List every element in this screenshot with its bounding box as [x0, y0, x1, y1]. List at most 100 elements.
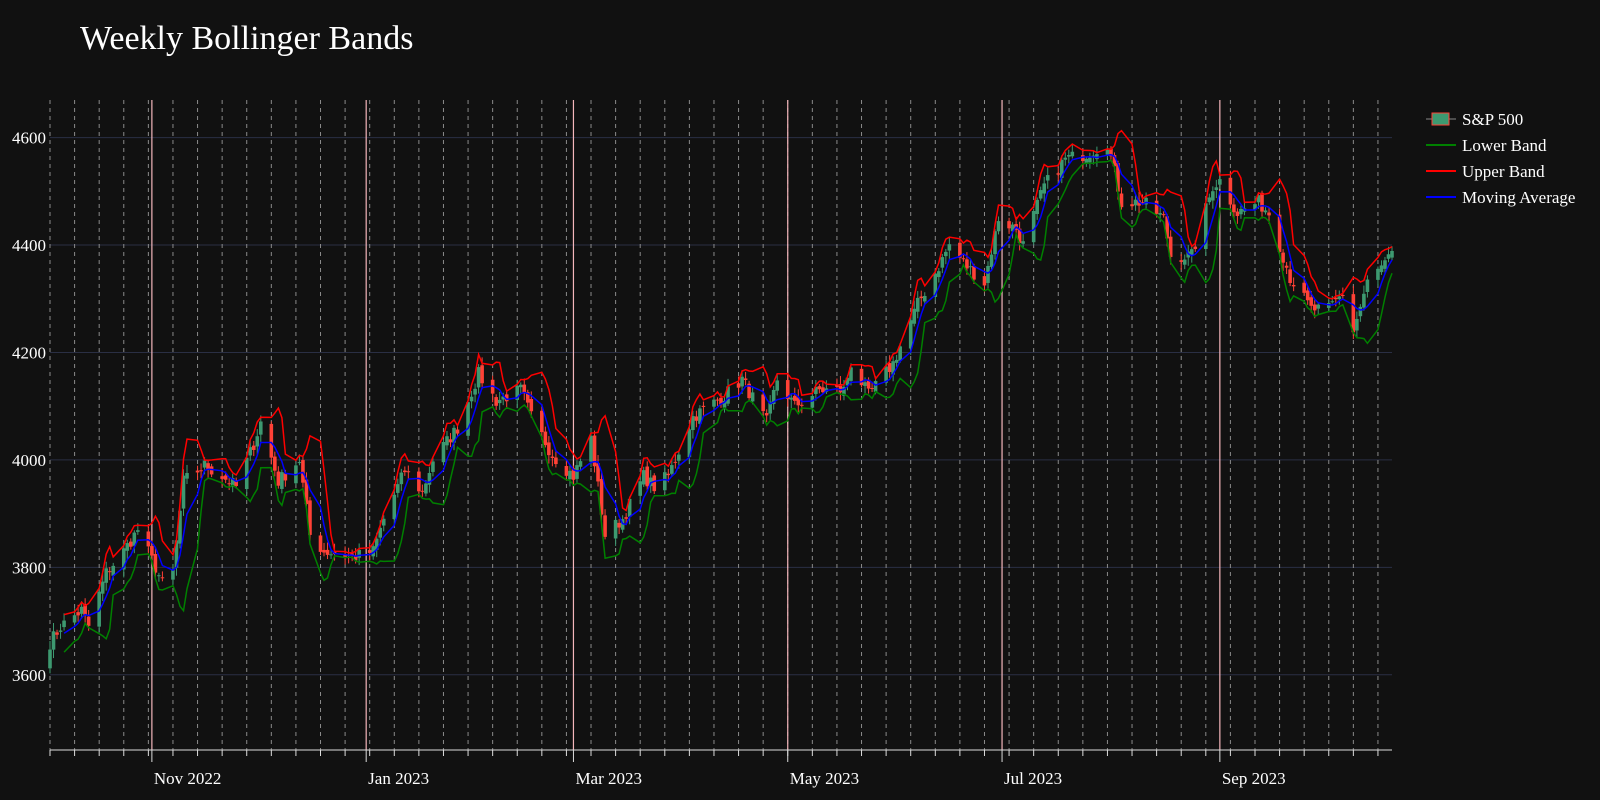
candlestick-series [48, 144, 1394, 674]
candle-body [1358, 306, 1363, 317]
candle-body [792, 395, 797, 401]
candle-body [230, 477, 235, 487]
candle-body [624, 517, 628, 519]
candle-body [993, 231, 997, 255]
candle-body [1267, 212, 1271, 216]
candle-body [701, 405, 706, 407]
candle-body [982, 276, 987, 286]
candle-body [171, 570, 175, 580]
candle-body [627, 498, 632, 517]
candle-body [1084, 158, 1089, 164]
candle-body [736, 383, 741, 388]
candle-body [515, 385, 520, 400]
candle-body [958, 242, 962, 258]
candle-body [947, 244, 952, 251]
candle-body [1333, 297, 1338, 300]
candle-body [1235, 211, 1240, 216]
y-tick-label: 4000 [12, 451, 46, 470]
candle-body [480, 365, 484, 384]
candle-body [698, 408, 702, 424]
candle-body [894, 359, 899, 363]
x-tick-label: Sep 2023 [1222, 769, 1286, 788]
candle-body [1182, 259, 1187, 265]
candle-body [873, 381, 878, 392]
candle-body [814, 386, 818, 394]
candle-body [1116, 163, 1120, 192]
candle-body [620, 519, 625, 530]
candle-body [940, 257, 945, 268]
candle-body [1330, 301, 1335, 303]
candle-body [715, 399, 720, 401]
candle-body [1066, 155, 1071, 157]
candle-body [648, 477, 653, 487]
candle-body [989, 254, 994, 267]
candle-body [662, 472, 667, 491]
candle-body [1376, 268, 1380, 280]
candle-body [111, 565, 116, 576]
candle-body [919, 296, 924, 299]
candle-body [547, 442, 551, 456]
candle-body [248, 447, 253, 456]
candle-body [427, 473, 432, 485]
candle-body [908, 320, 913, 349]
candle-body [497, 399, 502, 404]
moving-average-line [63, 153, 1393, 634]
candle-body [445, 436, 449, 446]
candle-body [83, 604, 87, 615]
candle-body [466, 402, 470, 436]
candle-body [1207, 197, 1212, 203]
y-tick-label: 4400 [12, 236, 46, 255]
x-tick-label: May 2023 [790, 769, 859, 788]
candle-body [1133, 199, 1138, 206]
candle-body [195, 470, 200, 473]
legend-item[interactable]: S&P 500 [1426, 110, 1523, 129]
candle-body [455, 429, 460, 434]
candle-body [522, 384, 527, 394]
candle-body [174, 540, 179, 568]
candle-body [48, 649, 52, 669]
legend-item[interactable]: Lower Band [1426, 136, 1547, 155]
candle-body [691, 416, 695, 431]
candle-body [1386, 254, 1391, 259]
candle-body [469, 396, 474, 402]
candle-body [1365, 279, 1370, 292]
candle-body [578, 461, 583, 467]
candle-body [223, 475, 228, 480]
candle-body [1204, 203, 1208, 249]
legend-item[interactable]: Moving Average [1426, 188, 1575, 207]
candle-body [1355, 318, 1359, 331]
candle-body [1253, 204, 1257, 210]
vertical-grid [49, 100, 1379, 750]
candle-body [652, 475, 657, 492]
candle-body [494, 397, 498, 406]
candle-body [726, 386, 730, 404]
candle-body [374, 538, 379, 550]
candle-body [150, 546, 154, 556]
legend-label: S&P 500 [1462, 110, 1523, 129]
candle-body [1042, 183, 1047, 194]
candle-body [599, 478, 604, 515]
candle-body [1309, 297, 1313, 306]
candle-body [353, 555, 358, 561]
legend-item[interactable]: Upper Band [1426, 162, 1545, 181]
candle-body [771, 389, 776, 405]
candle-body [417, 471, 421, 492]
candle-body [645, 466, 650, 487]
legend-label: Moving Average [1462, 188, 1575, 207]
candle-body [276, 471, 281, 486]
candle-body [554, 457, 558, 465]
candle-body [1228, 177, 1233, 205]
band-lines [63, 129, 1393, 653]
candle-body [842, 386, 846, 396]
candle-body [1130, 204, 1134, 207]
candle-body [283, 473, 288, 481]
candle-body [996, 221, 1001, 232]
candle-body [325, 549, 330, 555]
candle-body [750, 392, 755, 402]
candle-body [86, 616, 91, 626]
candle-body [1105, 149, 1110, 155]
candle-body [129, 541, 133, 547]
candle-body [1038, 190, 1043, 199]
candle-body [613, 519, 618, 539]
candle-body [1316, 304, 1321, 309]
